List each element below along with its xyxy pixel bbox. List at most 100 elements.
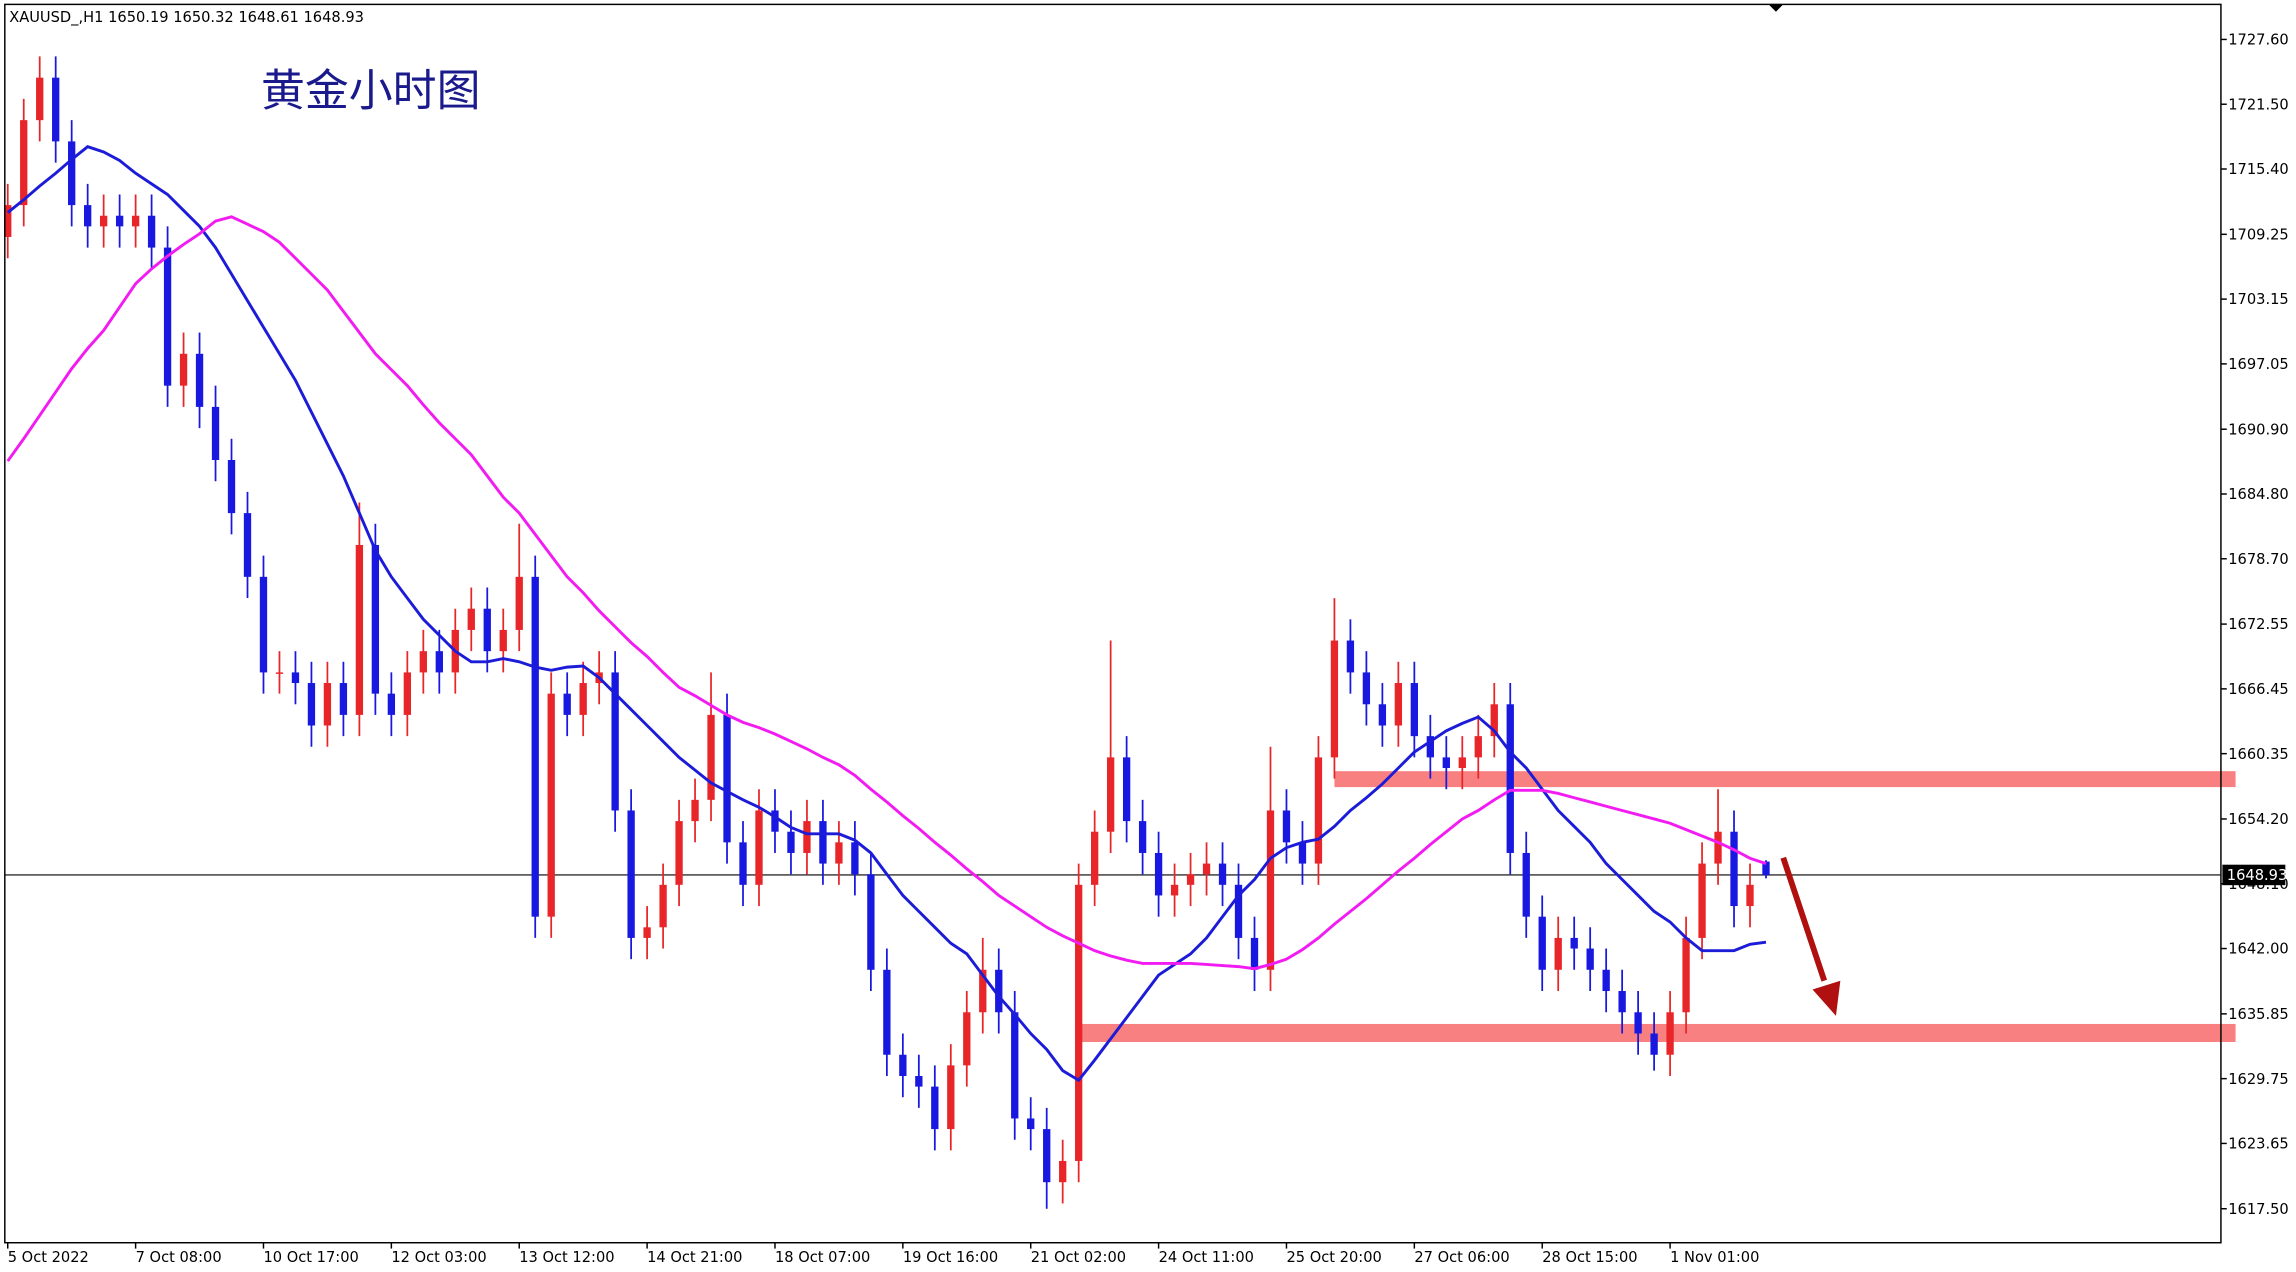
y-tick-label: 1678.70 xyxy=(2228,551,2288,568)
y-tick-label: 1654.20 xyxy=(2228,811,2288,828)
y-tick-label: 1629.75 xyxy=(2228,1071,2288,1088)
x-tick-label: 25 Oct 20:00 xyxy=(1286,1249,1381,1266)
candle-body xyxy=(643,927,651,938)
candle-body xyxy=(179,353,188,386)
y-tick-label: 1697.05 xyxy=(2228,356,2288,373)
candle xyxy=(1362,651,1371,726)
candle xyxy=(435,629,443,694)
candle-body xyxy=(1586,948,1594,970)
candle xyxy=(1234,863,1243,960)
candle-body xyxy=(131,215,140,227)
x-tick-label: 7 Oct 08:00 xyxy=(136,1249,222,1266)
candle-body xyxy=(1122,757,1131,822)
candle xyxy=(1250,916,1259,992)
candle xyxy=(355,502,364,737)
candle-body xyxy=(851,842,859,875)
candle xyxy=(883,948,891,1076)
candle-body xyxy=(1202,863,1211,875)
candle-body xyxy=(1011,1012,1019,1119)
y-tick-label: 1666.45 xyxy=(2228,681,2288,698)
candle-body xyxy=(499,629,507,652)
candle xyxy=(1666,991,1674,1076)
candle-body xyxy=(323,683,332,726)
shift-marker xyxy=(1768,4,1784,12)
candle xyxy=(611,651,619,832)
candle-body xyxy=(1314,757,1323,864)
candle xyxy=(563,672,571,737)
candle xyxy=(99,194,108,248)
candle-body xyxy=(1027,1118,1035,1130)
x-tick-label: 18 Oct 07:00 xyxy=(775,1249,870,1266)
candle xyxy=(323,661,332,747)
candle xyxy=(1746,863,1754,928)
candle xyxy=(1650,1012,1658,1071)
candle xyxy=(83,183,92,248)
candle-body xyxy=(1730,831,1738,907)
candle-body xyxy=(275,672,284,674)
y-tick-label: 1642.00 xyxy=(2228,941,2288,958)
candle-body xyxy=(371,544,380,694)
candle-body xyxy=(787,831,795,853)
candle xyxy=(131,194,140,248)
candle-body xyxy=(1650,1033,1658,1055)
candle xyxy=(499,608,507,673)
moving-average xyxy=(6,145,1767,1083)
candle-body xyxy=(355,544,364,715)
candle-body xyxy=(803,821,811,853)
candle xyxy=(115,194,124,248)
candle-body xyxy=(1634,1012,1642,1034)
candle-body xyxy=(243,513,252,577)
y-tick-label: 1635.85 xyxy=(2228,1006,2288,1023)
candle-body xyxy=(899,1054,907,1076)
candle xyxy=(675,799,683,907)
chart-title: 黄金小时图 xyxy=(261,65,481,116)
y-tick-label: 1709.25 xyxy=(2228,226,2288,243)
x-tick-label: 19 Oct 16:00 xyxy=(903,1249,998,1266)
candle xyxy=(579,661,587,737)
candle-body xyxy=(1106,757,1115,832)
candle-body xyxy=(1554,937,1562,970)
trend-arrow xyxy=(1780,856,1841,1016)
candle-body xyxy=(259,576,268,673)
candle xyxy=(995,948,1003,1034)
candle xyxy=(707,672,715,822)
candle xyxy=(1474,714,1482,779)
candle xyxy=(1426,714,1434,779)
candle xyxy=(835,821,843,885)
candle-body xyxy=(1346,640,1355,673)
candle xyxy=(1522,831,1530,938)
candle-body xyxy=(1091,831,1099,885)
candle-body xyxy=(531,576,539,917)
candle xyxy=(515,523,523,652)
candle-body xyxy=(52,77,60,142)
candle-body xyxy=(339,683,348,715)
price-zone xyxy=(1334,771,2236,788)
candle-body xyxy=(1378,704,1387,726)
candle xyxy=(851,821,859,896)
candle-body xyxy=(1298,842,1307,864)
candle-body xyxy=(771,810,779,832)
candle-body xyxy=(1330,640,1339,758)
candle xyxy=(1059,1139,1067,1204)
candle xyxy=(339,661,348,737)
candle-body xyxy=(211,406,220,461)
candle xyxy=(819,799,827,885)
candle-body xyxy=(611,672,619,811)
candle-body xyxy=(963,1012,971,1066)
candle-body xyxy=(1618,991,1626,1013)
candle xyxy=(1138,799,1147,875)
x-tick-label: 1 Nov 01:00 xyxy=(1670,1249,1759,1266)
candle xyxy=(723,693,731,864)
candle-body xyxy=(755,810,763,885)
candle xyxy=(1570,916,1578,970)
candle xyxy=(1170,863,1179,917)
candle-body xyxy=(1138,821,1147,853)
candle-body xyxy=(1043,1129,1051,1183)
x-tick-label: 24 Oct 11:00 xyxy=(1159,1249,1254,1266)
candle-body xyxy=(835,842,843,864)
candle xyxy=(1394,661,1403,747)
candle-body xyxy=(195,353,204,407)
candle xyxy=(1346,619,1355,694)
